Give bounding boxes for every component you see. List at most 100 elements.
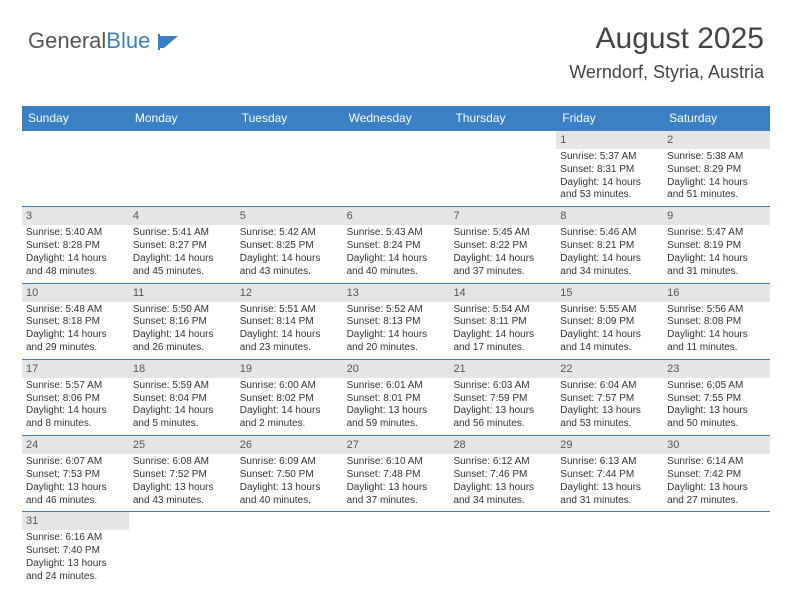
sunset-text: Sunset: 7:57 PM [560,393,659,406]
daylight-text: Daylight: 13 hours and 59 minutes. [347,405,446,431]
day-number [663,512,770,530]
calendar-cell: 11Sunrise: 5:50 AMSunset: 8:16 PMDayligh… [129,284,236,359]
daylight-text: Daylight: 14 hours and 5 minutes. [133,405,232,431]
calendar-cell: 14Sunrise: 5:54 AMSunset: 8:11 PMDayligh… [449,284,556,359]
sunset-text: Sunset: 8:22 PM [453,240,552,253]
calendar-week: 31Sunrise: 6:16 AMSunset: 7:40 PMDayligh… [22,512,770,587]
sunset-text: Sunset: 8:31 PM [560,164,659,177]
sunrise-text: Sunrise: 6:05 AM [667,380,766,393]
calendar-week: 3Sunrise: 5:40 AMSunset: 8:28 PMDaylight… [22,207,770,283]
day-number: 23 [663,360,770,378]
sunrise-text: Sunrise: 5:56 AM [667,304,766,317]
sunrise-text: Sunrise: 6:13 AM [560,456,659,469]
daylight-text: Daylight: 14 hours and 43 minutes. [240,253,339,279]
calendar-cell: 28Sunrise: 6:12 AMSunset: 7:46 PMDayligh… [449,436,556,511]
location-subtitle: Werndorf, Styria, Austria [569,62,764,83]
sunset-text: Sunset: 8:21 PM [560,240,659,253]
calendar-cell [22,131,129,206]
day-number [22,131,129,149]
sunset-text: Sunset: 8:02 PM [240,393,339,406]
calendar-cell: 22Sunrise: 6:04 AMSunset: 7:57 PMDayligh… [556,360,663,435]
day-number: 9 [663,207,770,225]
day-number [129,512,236,530]
logo-flag-icon [158,34,180,50]
day-number: 18 [129,360,236,378]
sunset-text: Sunset: 8:24 PM [347,240,446,253]
calendar-week: 17Sunrise: 5:57 AMSunset: 8:06 PMDayligh… [22,360,770,436]
day-number: 10 [22,284,129,302]
sunrise-text: Sunrise: 6:07 AM [26,456,125,469]
sunrise-text: Sunrise: 6:10 AM [347,456,446,469]
daylight-text: Daylight: 13 hours and 43 minutes. [133,482,232,508]
day-number: 16 [663,284,770,302]
daylight-text: Daylight: 13 hours and 37 minutes. [347,482,446,508]
calendar-cell [236,512,343,587]
daylight-text: Daylight: 13 hours and 46 minutes. [26,482,125,508]
calendar-cell: 3Sunrise: 5:40 AMSunset: 8:28 PMDaylight… [22,207,129,282]
sunset-text: Sunset: 8:04 PM [133,393,232,406]
calendar-cell [556,512,663,587]
dayhead-mon: Monday [129,106,236,131]
sunrise-text: Sunrise: 6:00 AM [240,380,339,393]
sunset-text: Sunset: 8:09 PM [560,316,659,329]
logo: GeneralBlue [28,28,180,54]
daylight-text: Daylight: 13 hours and 50 minutes. [667,405,766,431]
calendar-cell: 9Sunrise: 5:47 AMSunset: 8:19 PMDaylight… [663,207,770,282]
calendar-cell [343,512,450,587]
sunset-text: Sunset: 8:28 PM [26,240,125,253]
calendar-cell: 5Sunrise: 5:42 AMSunset: 8:25 PMDaylight… [236,207,343,282]
day-number: 2 [663,131,770,149]
sunset-text: Sunset: 7:42 PM [667,469,766,482]
day-number [449,512,556,530]
dayhead-thu: Thursday [449,106,556,131]
sunrise-text: Sunrise: 6:09 AM [240,456,339,469]
sunset-text: Sunset: 8:18 PM [26,316,125,329]
day-number: 20 [343,360,450,378]
daylight-text: Daylight: 13 hours and 56 minutes. [453,405,552,431]
sunset-text: Sunset: 8:29 PM [667,164,766,177]
daylight-text: Daylight: 14 hours and 48 minutes. [26,253,125,279]
sunset-text: Sunset: 7:53 PM [26,469,125,482]
calendar-cell: 29Sunrise: 6:13 AMSunset: 7:44 PMDayligh… [556,436,663,511]
sunrise-text: Sunrise: 5:59 AM [133,380,232,393]
daylight-text: Daylight: 13 hours and 34 minutes. [453,482,552,508]
calendar-cell: 31Sunrise: 6:16 AMSunset: 7:40 PMDayligh… [22,512,129,587]
day-number: 24 [22,436,129,454]
day-number: 15 [556,284,663,302]
sunset-text: Sunset: 8:08 PM [667,316,766,329]
day-number [236,512,343,530]
sunset-text: Sunset: 7:44 PM [560,469,659,482]
day-number: 12 [236,284,343,302]
day-number [129,131,236,149]
day-number: 30 [663,436,770,454]
calendar-cell: 17Sunrise: 5:57 AMSunset: 8:06 PMDayligh… [22,360,129,435]
sunset-text: Sunset: 8:11 PM [453,316,552,329]
calendar-cell [449,131,556,206]
sunrise-text: Sunrise: 5:42 AM [240,227,339,240]
sunrise-text: Sunrise: 5:47 AM [667,227,766,240]
calendar-cell: 1Sunrise: 5:37 AMSunset: 8:31 PMDaylight… [556,131,663,206]
sunset-text: Sunset: 8:19 PM [667,240,766,253]
calendar-cell: 10Sunrise: 5:48 AMSunset: 8:18 PMDayligh… [22,284,129,359]
calendar-cell [449,512,556,587]
calendar-cell: 23Sunrise: 6:05 AMSunset: 7:55 PMDayligh… [663,360,770,435]
dayhead-tue: Tuesday [236,106,343,131]
calendar-cell: 2Sunrise: 5:38 AMSunset: 8:29 PMDaylight… [663,131,770,206]
day-number: 13 [343,284,450,302]
calendar-cell [129,131,236,206]
month-title: August 2025 [569,22,764,56]
daylight-text: Daylight: 13 hours and 53 minutes. [560,405,659,431]
sunrise-text: Sunrise: 6:14 AM [667,456,766,469]
calendar-cell [129,512,236,587]
daylight-text: Daylight: 14 hours and 8 minutes. [26,405,125,431]
day-number: 8 [556,207,663,225]
day-number: 7 [449,207,556,225]
calendar-cell: 21Sunrise: 6:03 AMSunset: 7:59 PMDayligh… [449,360,556,435]
daylight-text: Daylight: 14 hours and 51 minutes. [667,177,766,203]
daylight-text: Daylight: 14 hours and 45 minutes. [133,253,232,279]
daylight-text: Daylight: 14 hours and 37 minutes. [453,253,552,279]
calendar-week: 24Sunrise: 6:07 AMSunset: 7:53 PMDayligh… [22,436,770,512]
daylight-text: Daylight: 13 hours and 31 minutes. [560,482,659,508]
calendar-cell: 26Sunrise: 6:09 AMSunset: 7:50 PMDayligh… [236,436,343,511]
day-number: 17 [22,360,129,378]
